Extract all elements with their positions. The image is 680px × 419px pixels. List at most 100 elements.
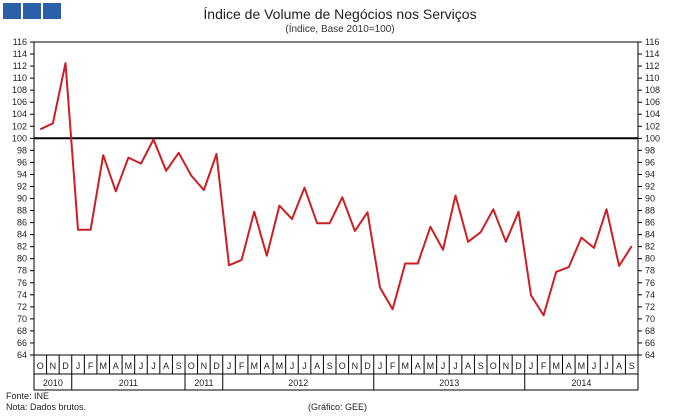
y-tick-label-right: 92 — [645, 181, 655, 191]
y-tick-label-left: 82 — [17, 242, 27, 252]
x-tick-label: J — [151, 361, 156, 371]
x-tick-label: O — [490, 361, 497, 371]
y-tick-label-right: 90 — [645, 194, 655, 204]
data-note: Nota: Dados brutos. — [6, 402, 87, 412]
year-label: 2013 — [439, 378, 459, 388]
y-tick-label-right: 66 — [645, 338, 655, 348]
y-tick-label-right: 100 — [645, 133, 660, 143]
y-tick-label-left: 94 — [17, 169, 27, 179]
x-tick-label: A — [566, 361, 572, 371]
y-tick-label-right: 84 — [645, 230, 655, 240]
y-tick-label-left: 116 — [13, 37, 27, 47]
x-tick-label: M — [578, 361, 586, 371]
year-label: 2014 — [571, 378, 591, 388]
y-tick-label-right: 76 — [645, 278, 655, 288]
source-note: Fonte: INE — [6, 391, 50, 401]
y-tick-label-right: 116 — [645, 37, 659, 47]
x-tick-label: F — [239, 361, 245, 371]
y-tick-label-left: 112 — [13, 61, 27, 71]
y-tick-label-right: 104 — [645, 109, 660, 119]
x-tick-label: M — [401, 361, 409, 371]
y-tick-label-right: 72 — [645, 302, 655, 312]
x-tick-label: F — [541, 361, 547, 371]
x-tick-label: A — [264, 361, 270, 371]
x-tick-label: F — [390, 361, 396, 371]
y-tick-label-left: 80 — [17, 254, 27, 264]
x-tick-label: N — [201, 361, 208, 371]
x-tick-label: D — [213, 361, 220, 371]
y-tick-label-right: 108 — [645, 85, 660, 95]
y-tick-label-right: 98 — [645, 145, 655, 155]
y-tick-label-left: 100 — [12, 133, 27, 143]
x-tick-label: J — [76, 361, 81, 371]
y-tick-label-left: 66 — [17, 338, 27, 348]
y-tick-label-left: 72 — [17, 302, 27, 312]
gee-logo — [3, 3, 61, 19]
y-tick-label-left: 106 — [12, 97, 27, 107]
x-tick-label: S — [176, 361, 182, 371]
x-tick-label: J — [441, 361, 446, 371]
x-tick-label: M — [427, 361, 435, 371]
y-tick-label-left: 70 — [17, 314, 27, 324]
chart-credit: (Gráfico: GEE) — [308, 402, 368, 412]
y-tick-label-left: 74 — [17, 290, 27, 300]
y-tick-label-right: 80 — [645, 254, 655, 264]
x-tick-label: O — [188, 361, 195, 371]
chart-title: Índice de Volume de Negócios nos Serviço… — [203, 6, 477, 22]
y-tick-label-right: 94 — [645, 169, 655, 179]
y-tick-label-right: 96 — [645, 157, 655, 167]
x-tick-label: N — [352, 361, 359, 371]
y-tick-label-left: 68 — [17, 326, 27, 336]
x-tick-label: J — [227, 361, 232, 371]
year-label: 2011 — [119, 378, 138, 388]
y-tick-label-left: 98 — [17, 145, 27, 155]
y-tick-label-left: 90 — [17, 194, 27, 204]
x-tick-label: F — [88, 361, 94, 371]
x-tick-label: A — [314, 361, 320, 371]
x-tick-label: D — [515, 361, 522, 371]
x-tick-label: A — [616, 361, 622, 371]
y-tick-label-right: 114 — [645, 49, 659, 59]
y-tick-label-right: 110 — [645, 73, 659, 83]
y-tick-label-left: 84 — [17, 230, 27, 240]
logo-square — [23, 3, 41, 19]
y-tick-label-left: 92 — [17, 181, 27, 191]
y-tick-label-right: 70 — [645, 314, 655, 324]
y-tick-label-right: 64 — [645, 350, 655, 360]
x-tick-label: S — [629, 361, 635, 371]
y-tick-label-right: 106 — [645, 97, 660, 107]
logo-square — [3, 3, 21, 19]
x-tick-label: M — [250, 361, 258, 371]
x-tick-label: N — [50, 361, 57, 371]
year-label: 2010 — [43, 378, 63, 388]
y-tick-label-left: 78 — [17, 266, 27, 276]
x-tick-label: D — [62, 361, 69, 371]
y-tick-label-right: 102 — [645, 121, 660, 131]
x-tick-label: S — [327, 361, 333, 371]
x-tick-label: M — [552, 361, 560, 371]
x-tick-label: A — [113, 361, 119, 371]
logo-square — [43, 3, 61, 19]
y-tick-label-left: 114 — [13, 49, 27, 59]
x-tick-label: D — [364, 361, 371, 371]
x-tick-label: O — [37, 361, 44, 371]
y-tick-label-left: 76 — [17, 278, 27, 288]
x-tick-label: M — [125, 361, 133, 371]
x-tick-label: J — [529, 361, 534, 371]
x-tick-label: J — [453, 361, 458, 371]
chart-subtitle: (Índice, Base 2010=100) — [285, 24, 395, 35]
x-tick-label: M — [99, 361, 107, 371]
x-tick-label: J — [139, 361, 144, 371]
y-tick-label-right: 88 — [645, 206, 655, 216]
y-tick-label-right: 78 — [645, 266, 655, 276]
y-tick-label-left: 86 — [17, 218, 27, 228]
x-tick-label: J — [290, 361, 295, 371]
plot-frame — [33, 41, 639, 356]
year-label: 2012 — [288, 378, 308, 388]
x-tick-label: J — [604, 361, 609, 371]
y-tick-label-left: 110 — [13, 73, 27, 83]
y-tick-label-left: 102 — [12, 121, 27, 131]
year-label: 2011 — [194, 378, 213, 388]
y-tick-label-left: 104 — [12, 109, 27, 119]
